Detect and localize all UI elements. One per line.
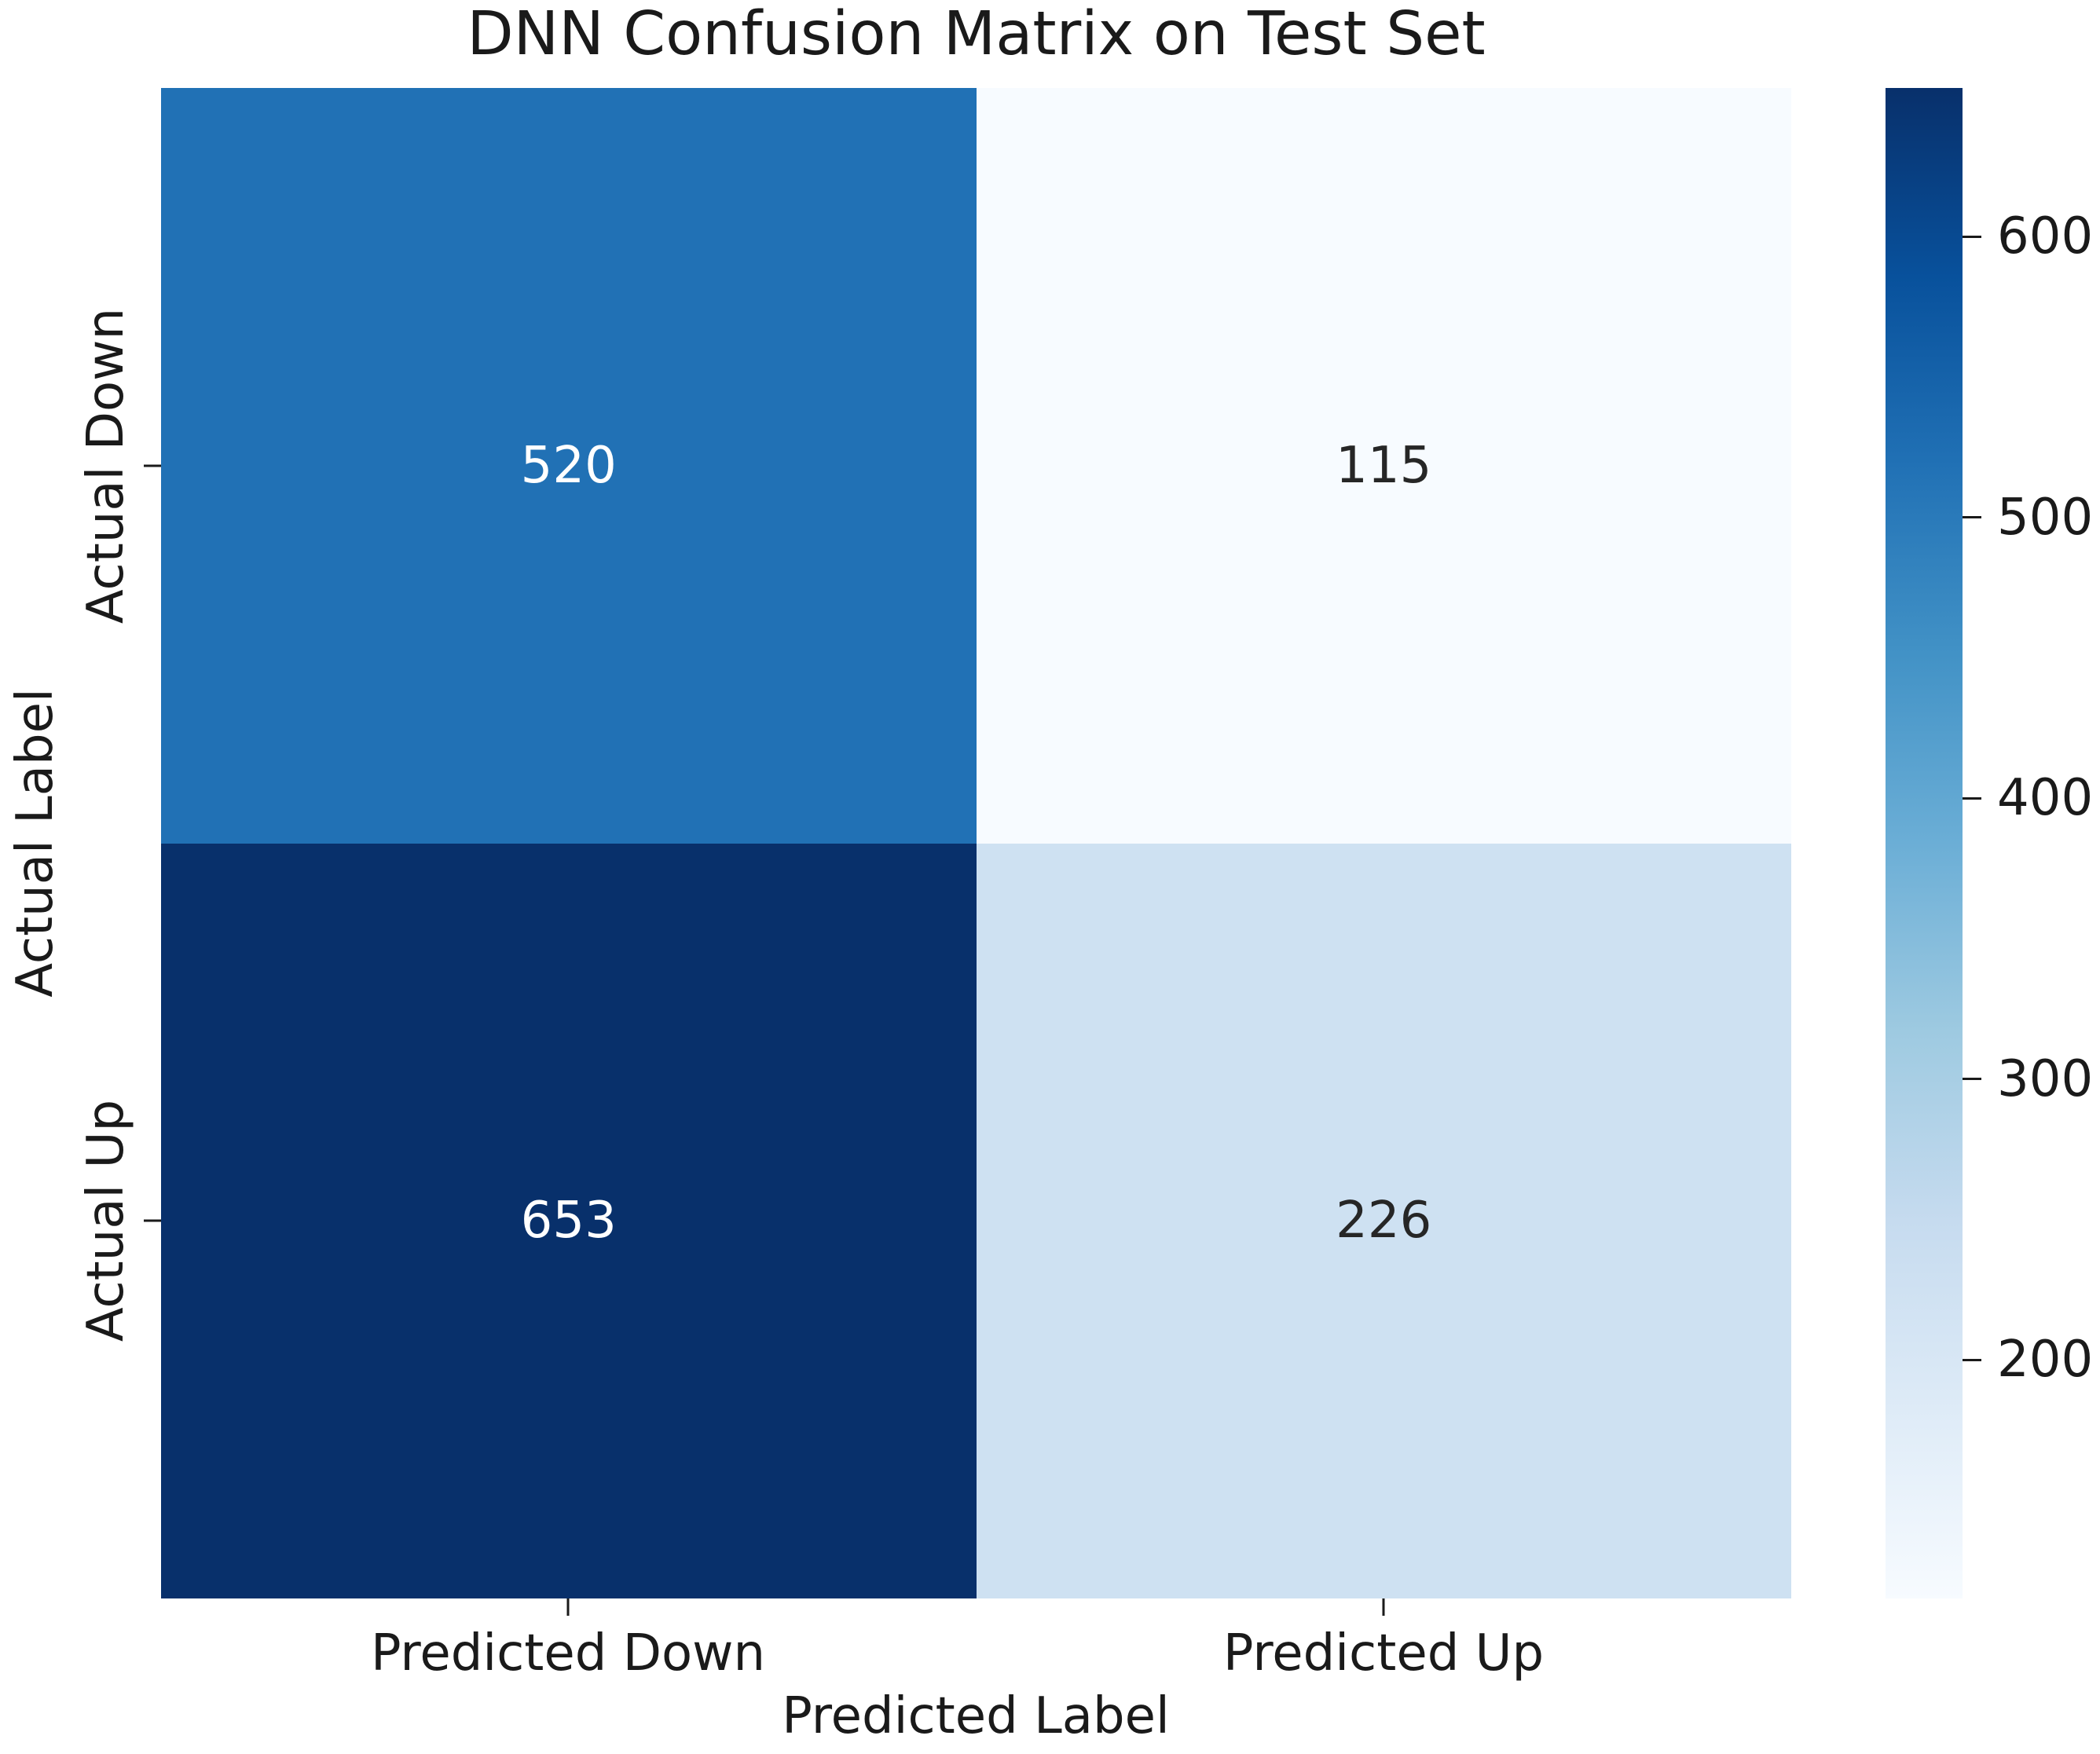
cell-value: 520 — [520, 436, 617, 495]
colorbar-tick-mark — [1963, 516, 1981, 519]
colorbar-tick-600: 600 — [1963, 211, 2093, 262]
colorbar-tick-label: 400 — [1997, 769, 2094, 828]
colorbar-tick-mark — [1963, 796, 1981, 800]
cell-value: 115 — [1336, 436, 1432, 495]
x-tick-mark-predicted-down — [566, 1598, 570, 1616]
colorbar-tick-mark — [1963, 235, 1981, 238]
x-tick-label-predicted-up: Predicted Up — [1222, 1624, 1545, 1683]
y-axis-label: Actual Label — [6, 688, 64, 998]
heatmap-cell-r0c1: 115 — [976, 88, 1791, 844]
heatmap-grid: 520 115 653 226 — [161, 88, 1791, 1598]
y-tick-mark-actual-up — [144, 1219, 161, 1222]
heatmap-cell-r0c0: 520 — [161, 88, 977, 844]
x-tick-label-predicted-down: Predicted Down — [370, 1624, 766, 1683]
y-tick-mark-actual-down — [144, 464, 161, 467]
colorbar-tick-mark — [1963, 1358, 1981, 1361]
x-tick-mark-predicted-up — [1382, 1598, 1385, 1616]
colorbar-gradient — [1886, 88, 1963, 1598]
colorbar-tick-label: 300 — [1997, 1049, 2094, 1108]
colorbar-tick-label: 600 — [1997, 207, 2094, 266]
y-tick-label-actual-up: Actual Up — [77, 1099, 135, 1342]
y-tick-label-actual-down: Actual Down — [77, 307, 135, 624]
colorbar-tick-500: 500 — [1963, 493, 2093, 543]
chart-title: DNN Confusion Matrix on Test Set — [467, 0, 1486, 69]
cell-value: 653 — [520, 1192, 617, 1251]
heatmap-cell-r1c0: 653 — [161, 843, 977, 1598]
colorbar-tick-400: 400 — [1963, 773, 2093, 823]
colorbar-tick-mark — [1963, 1078, 1981, 1081]
colorbar-tick-300: 300 — [1963, 1054, 2093, 1104]
x-axis-label: Predicted Label — [782, 1687, 1170, 1745]
colorbar: 600 500 400 300 200 — [1886, 88, 2093, 1598]
colorbar-tick-200: 200 — [1963, 1335, 2093, 1385]
colorbar-tick-label: 500 — [1997, 488, 2094, 547]
colorbar-tick-label: 200 — [1997, 1331, 2094, 1390]
heatmap-cell-r1c1: 226 — [976, 843, 1791, 1598]
cell-value: 226 — [1336, 1192, 1432, 1251]
